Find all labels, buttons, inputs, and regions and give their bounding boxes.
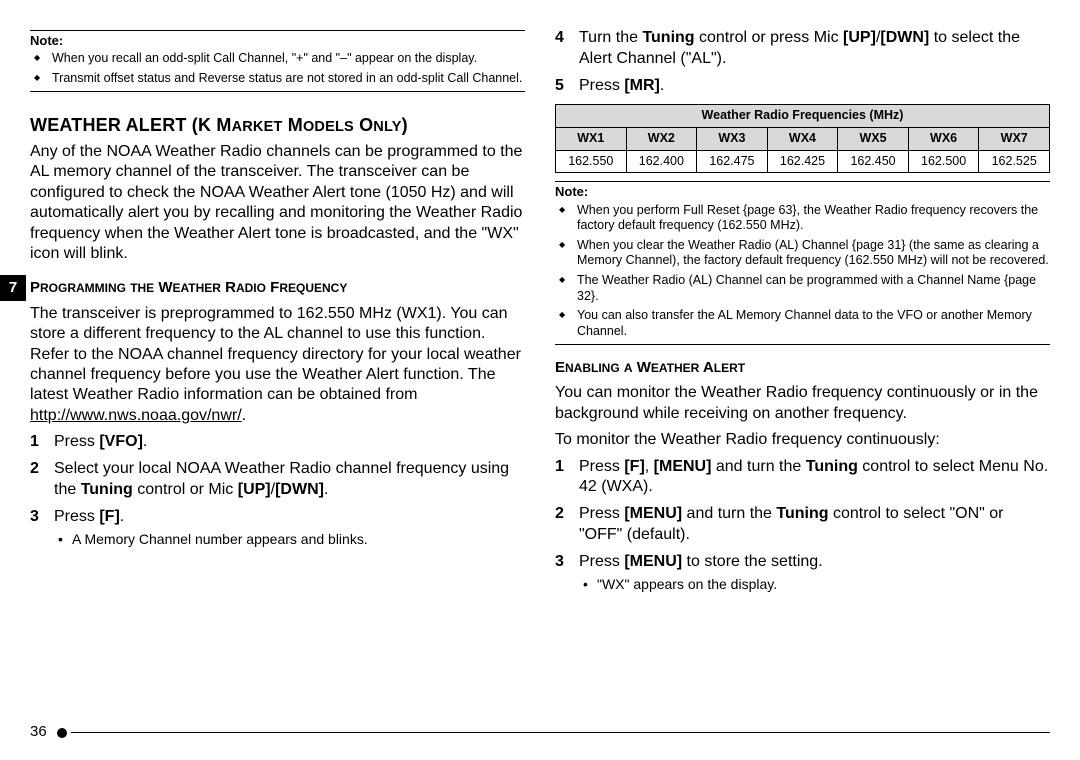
sub-bullet: "WX" appears on the display. xyxy=(597,575,1050,593)
note-label: Note: xyxy=(555,184,1050,200)
table-header-row: WX1WX2WX3WX4WX5WX6WX7 xyxy=(556,128,1050,151)
note-item: When you perform Full Reset {page 63}, t… xyxy=(577,203,1050,234)
step-item: 5Press [MR]. xyxy=(579,76,1050,97)
note-item: Transmit offset status and Reverse statu… xyxy=(52,71,525,87)
continued-steps: 4Turn the Tuning control or press Mic [U… xyxy=(555,28,1050,96)
step-item: 2Press [MENU] and turn the Tuning contro… xyxy=(579,504,1050,546)
table-title: Weather Radio Frequencies (MHz) xyxy=(556,105,1050,128)
note-item: You can also transfer the AL Memory Chan… xyxy=(577,308,1050,339)
footer-rule xyxy=(71,732,1050,733)
note-item: When you clear the Weather Radio (AL) Ch… xyxy=(577,238,1050,269)
step-item: 4Turn the Tuning control or press Mic [U… xyxy=(579,28,1050,70)
note-item: The Weather Radio (AL) Channel can be pr… xyxy=(577,273,1050,304)
weather-alert-heading: WEATHER ALERT (K MARKET MODELS ONLY) xyxy=(30,114,525,137)
left-column: Note: When you recall an odd-split Call … xyxy=(30,28,525,760)
weather-frequency-table: Weather Radio Frequencies (MHz) WX1WX2WX… xyxy=(555,104,1050,173)
right-note-list: When you perform Full Reset {page 63}, t… xyxy=(555,203,1050,340)
table-row: 162.550162.400162.475162.425162.450162.5… xyxy=(556,150,1050,173)
enabling-steps: 1Press [F], [MENU] and turn the Tuning c… xyxy=(555,457,1050,593)
footer-dot-icon xyxy=(57,728,67,738)
note-item: When you recall an odd-split Call Channe… xyxy=(52,51,525,67)
step-item: 3Press [MENU] to store the setting. "WX"… xyxy=(579,552,1050,593)
section-tab-number: 7 xyxy=(0,275,26,301)
step-item: 3Press [F]. A Memory Channel number appe… xyxy=(54,507,525,548)
enabling-paragraph-2: To monitor the Weather Radio frequency c… xyxy=(555,430,1050,450)
enabling-subheading: ENABLING A WEATHER ALERT xyxy=(555,359,745,378)
page-number: 36 xyxy=(30,723,47,742)
page-footer: 36 xyxy=(30,723,1050,742)
programming-paragraph: The transceiver is preprogrammed to 162.… xyxy=(30,304,525,427)
step-item: 2Select your local NOAA Weather Radio ch… xyxy=(54,459,525,501)
right-column: 4Turn the Tuning control or press Mic [U… xyxy=(555,28,1050,760)
step-item: 1Press [VFO]. xyxy=(54,432,525,453)
note-label: Note: xyxy=(30,33,525,49)
programming-steps: 1Press [VFO]. 2Select your local NOAA We… xyxy=(30,432,525,547)
weather-alert-intro: Any of the NOAA Weather Radio channels c… xyxy=(30,142,525,265)
step-item: 1Press [F], [MENU] and turn the Tuning c… xyxy=(579,457,1050,499)
enabling-paragraph-1: You can monitor the Weather Radio freque… xyxy=(555,383,1050,424)
top-note-list: When you recall an odd-split Call Channe… xyxy=(30,51,525,86)
programming-subheading: PROGRAMMING THE WEATHER RADIO FREQUENCY xyxy=(30,279,347,298)
sub-bullet: A Memory Channel number appears and blin… xyxy=(72,530,525,548)
noaa-link[interactable]: http://www.nws.noaa.gov/nwr/ xyxy=(30,407,242,424)
